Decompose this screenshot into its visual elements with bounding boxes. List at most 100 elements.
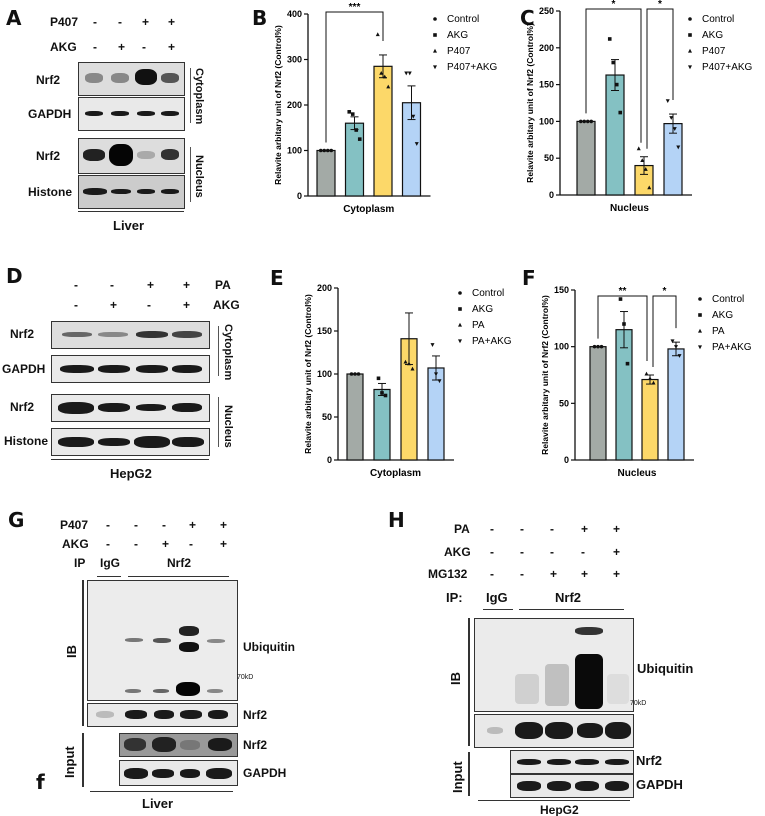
fraction-label: Cytoplasm [222,324,234,381]
ip-group-label: Nrf2 [555,590,582,605]
western-blot-band [78,62,185,96]
western-blot-band [87,703,238,727]
svg-text:100: 100 [317,369,332,379]
bar-chart-nucleus-liver: 0 50 100 150 200 250 Relavite arbitary unit of… [525,0,753,214]
blot-label: Histone [4,434,49,448]
treatment-sign: - [162,518,166,532]
svg-text:200: 200 [317,283,332,293]
western-blot-band [119,760,238,786]
svg-text:0: 0 [549,190,554,200]
western-blot-band [78,175,185,209]
svg-text:300: 300 [287,55,302,65]
fraction-label: Nucleus [193,155,205,198]
svg-text:Cytoplasm: Cytoplasm [370,468,421,479]
ip-group-label: Nrf2 [167,556,192,570]
svg-text:***: *** [349,2,361,13]
western-blot-band [119,733,238,757]
svg-text:400: 400 [287,9,302,19]
blot-label: Ubiquitin [637,661,694,676]
treatment-sign: - [581,545,585,559]
svg-text:AKG: AKG [472,304,493,315]
western-blot-band [510,750,634,774]
svg-text:150: 150 [539,80,554,90]
treatment-sign: - [147,298,151,312]
svg-text:250: 250 [539,6,554,16]
western-blot-band [51,355,210,383]
western-blot-band [51,321,210,349]
row-label: AKG [62,537,89,551]
panel-label: H [388,508,405,532]
svg-text:50: 50 [322,412,332,422]
svg-text:P407+AKG: P407+AKG [447,62,498,73]
panel-label: E [270,266,284,290]
svg-text:AKG: AKG [447,30,468,41]
western-blot-band [510,774,634,798]
tissue-label: HepG2 [110,466,152,481]
treatment-sign: + [581,567,589,581]
svg-text:100: 100 [539,116,554,126]
ip-group-label: IgG [100,556,120,570]
panel-label: B [252,6,268,30]
svg-text:PA: PA [712,326,725,337]
treatment-sign: - [93,15,97,29]
western-blot-band [78,138,185,174]
tissue-label: HepG2 [540,803,579,816]
svg-text:0: 0 [327,455,332,465]
row-label: AKG [444,545,471,559]
ip-label: IP [74,556,86,570]
side-label: IB [64,645,79,658]
ubiquitin-blot [474,618,634,712]
blot-label: Histone [28,185,73,199]
side-label: IB [448,672,463,685]
svg-text:50: 50 [559,398,569,408]
svg-text:Relavite arbitary unit of Nrf2: Relavite arbitary unit of Nrf2 (Control%… [273,25,283,185]
treatment-sign: - [520,567,524,581]
svg-text:200: 200 [287,100,302,110]
treatment-sign: + [613,567,621,581]
treatment-sign: - [520,545,524,559]
ip-group-label: IgG [486,590,508,605]
western-blot-band [474,714,634,748]
treatment-sign: - [490,522,494,536]
treatment-sign: + [168,15,176,29]
panel-label: G [8,508,25,532]
treatment-sign: - [74,278,78,292]
bar-chart-cytoplasm-liver: 0 100 200 300 400 Relavite arbitary unit of N… [273,2,498,215]
svg-text:Control: Control [447,14,479,25]
blot-label: GAPDH [28,107,72,121]
svg-text:Control: Control [712,294,744,305]
svg-text:PA+AKG: PA+AKG [472,336,512,347]
svg-text:*: * [663,286,667,297]
treatment-sign: + [183,298,191,312]
bar-chart-nucleus-hepg2: 0 50 100 150 Relavite arbitary unit of Nrf2 … [540,285,752,479]
svg-text:100: 100 [287,146,302,156]
treatment-sign: - [74,298,78,312]
svg-text:Nucleus: Nucleus [610,203,649,214]
treatment-sign: - [106,518,110,532]
svg-text:0: 0 [297,191,302,201]
treatment-sign: - [550,522,554,536]
row-label: AKG [213,298,240,312]
western-blot-band [51,394,210,422]
treatment-sign: + [118,40,126,54]
marker-label: 70kD [237,674,254,681]
western-blot-band [78,97,185,131]
blot-label: GAPDH [243,766,287,780]
svg-text:100: 100 [554,342,569,352]
row-label: MG132 [428,567,468,581]
svg-text:200: 200 [539,43,554,53]
svg-text:0: 0 [564,455,569,465]
treatment-sign: + [162,537,170,551]
svg-text:P407: P407 [702,46,726,57]
treatment-sign: - [189,537,193,551]
treatment-sign: - [93,40,97,54]
svg-text:Relavite arbitary unit of Nrf2: Relavite arbitary unit of Nrf2 (Control%… [525,23,535,183]
treatment-sign: - [520,522,524,536]
ip-label: IP: [446,590,463,605]
side-label: Input [450,761,465,793]
treatment-sign: - [110,278,114,292]
blot-label: Nrf2 [36,149,61,163]
treatment-sign: + [142,15,150,29]
treatment-sign: + [168,40,176,54]
